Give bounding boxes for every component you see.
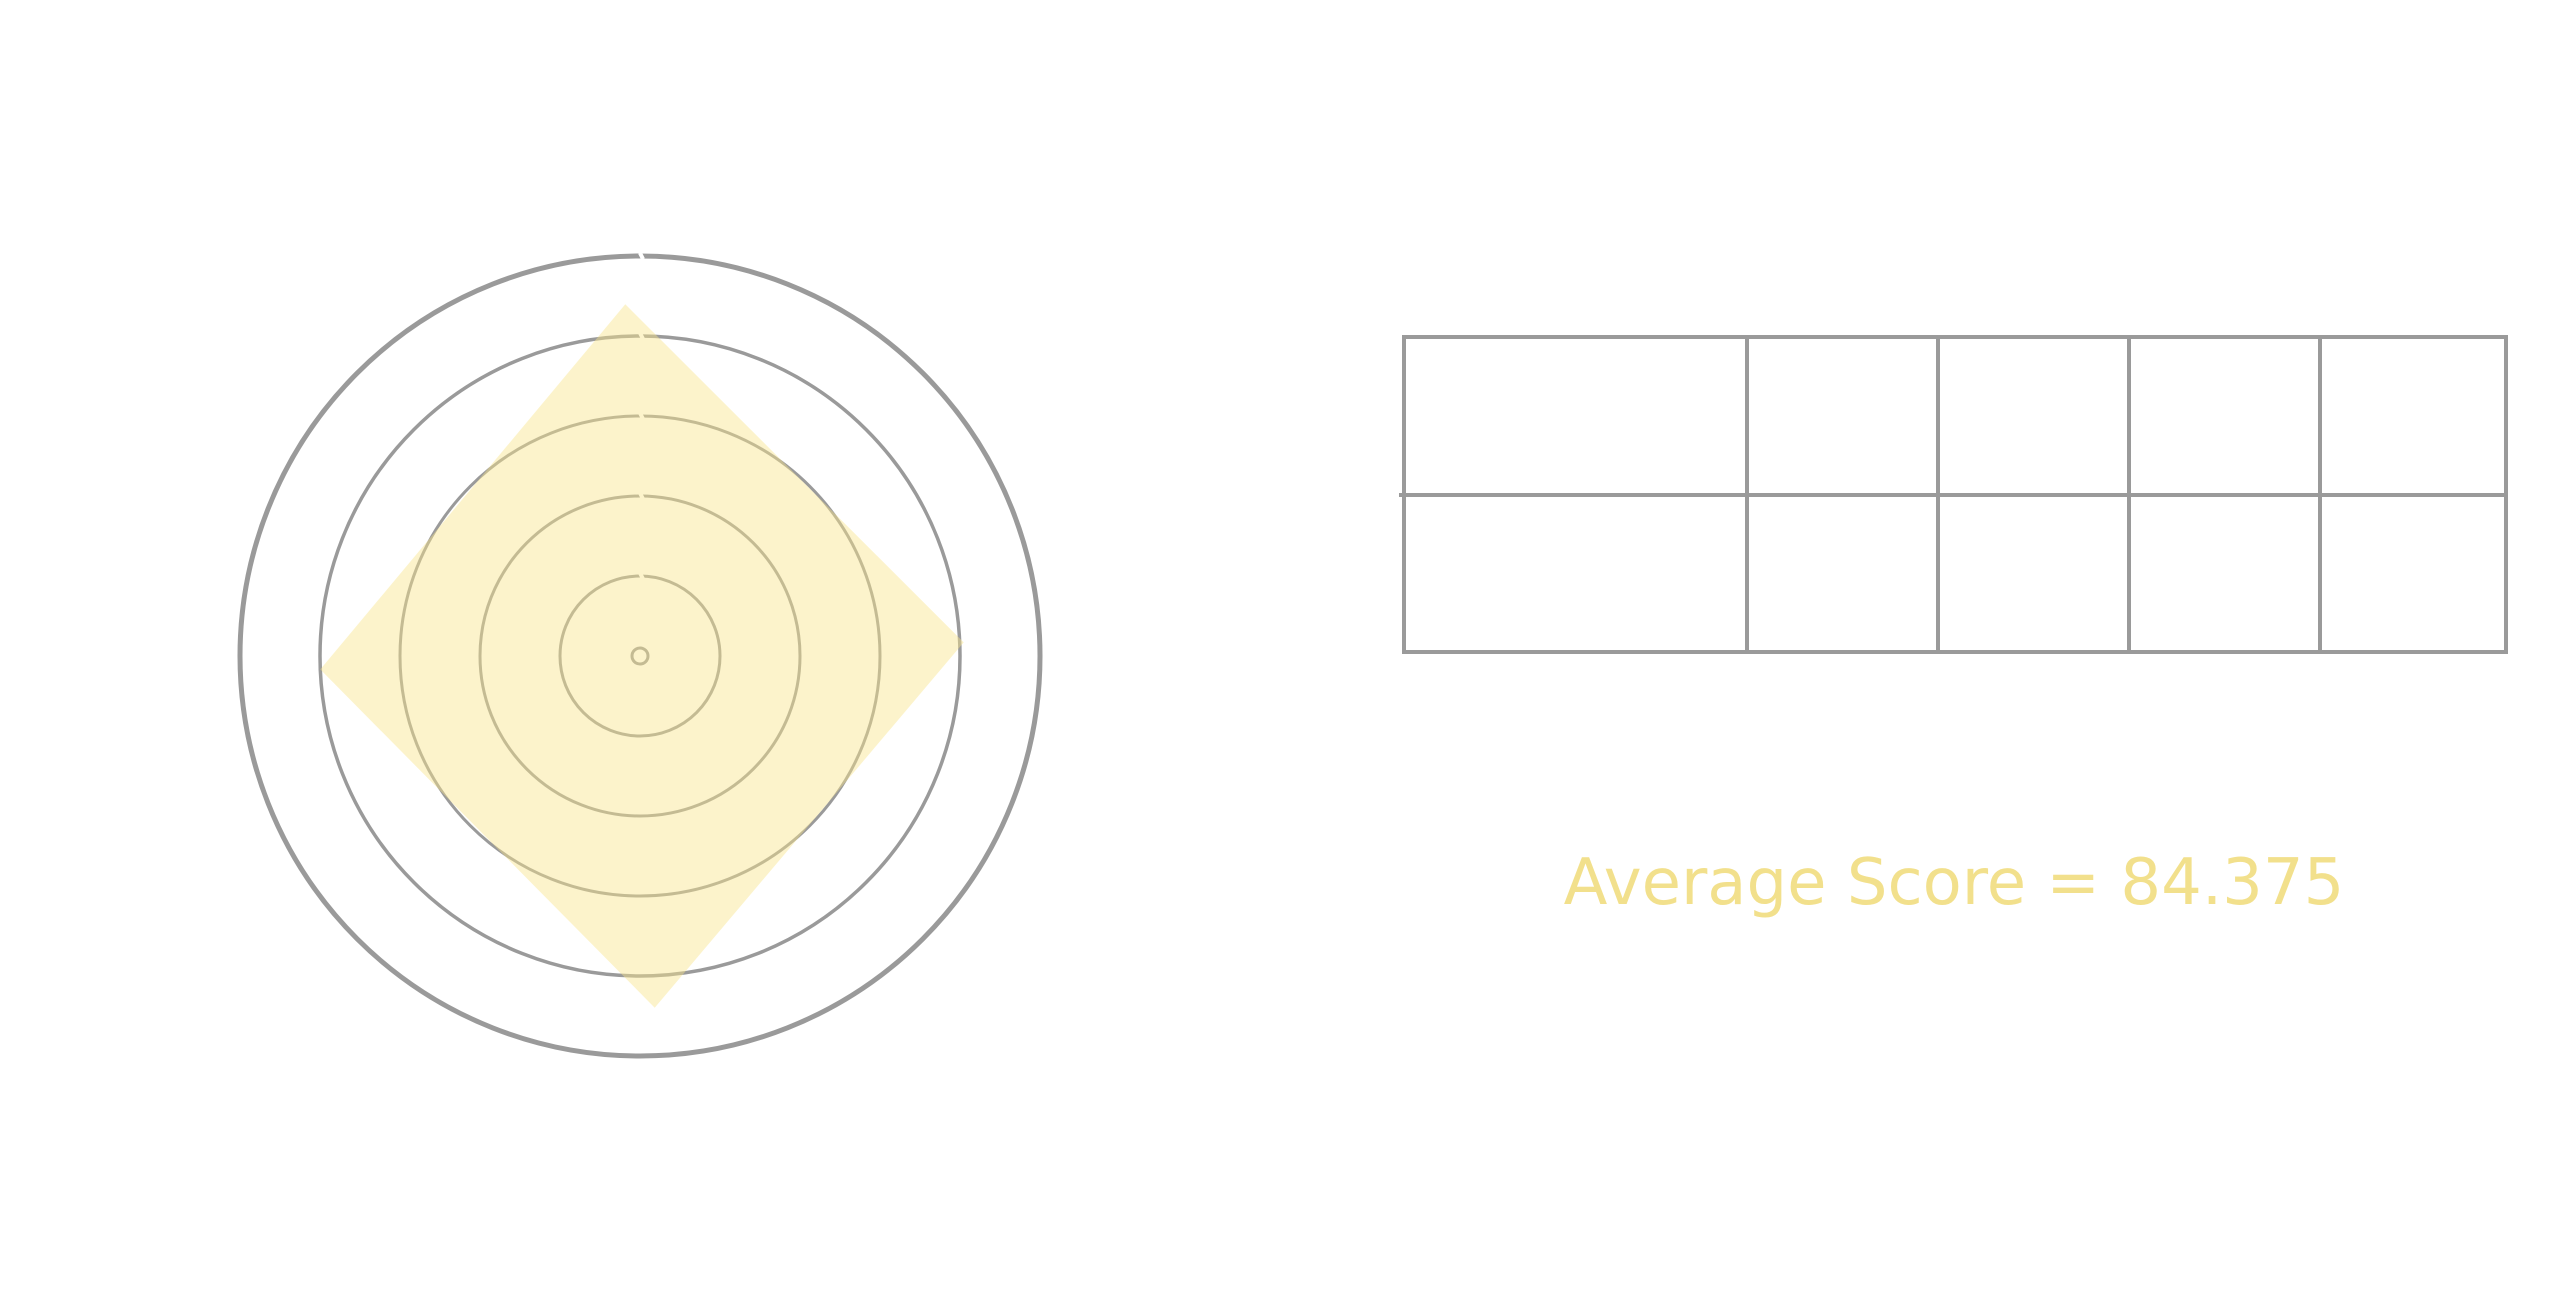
radar-series-area [320, 304, 964, 1008]
radar-grid-rings [237, 252, 1043, 1059]
radar-ring-tick [638, 412, 645, 420]
score-table [1399, 335, 2508, 654]
radar-ring-tick [638, 492, 645, 500]
average-score-label: Average Score = 84.375 [1564, 846, 2345, 920]
radar-ring-tick [638, 252, 645, 260]
radar-chart [237, 252, 1043, 1059]
radar-ring-2 [630, 646, 650, 666]
radar-ring-tick [638, 332, 645, 340]
radar-ring-tick [638, 572, 645, 580]
radar-data-area [320, 304, 964, 1008]
